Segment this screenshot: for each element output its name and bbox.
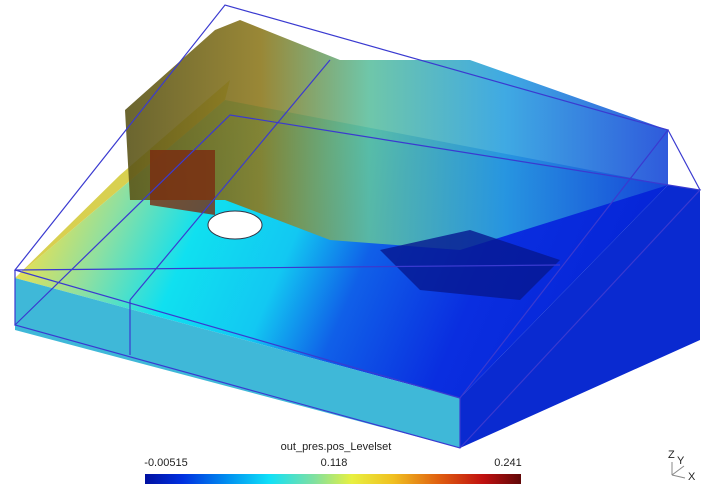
hot-region	[150, 150, 215, 215]
plate-front-right	[460, 185, 700, 448]
wireframe	[13, 4, 702, 449]
wake-region	[380, 230, 560, 300]
axis-label: Z	[668, 449, 675, 461]
cylinder	[207, 210, 263, 240]
axis-label: Y	[677, 455, 685, 467]
colorbar-label: -0.00515	[144, 457, 187, 469]
colorbar-title: out_pres.pos_Levelset	[281, 441, 392, 453]
wall-surface	[125, 20, 668, 250]
domain	[15, 20, 700, 448]
axis-label: X	[688, 471, 696, 483]
colorbar	[145, 474, 521, 484]
axes-triad: Z Y X	[668, 449, 696, 483]
colorbar-label: 0.241	[494, 457, 522, 469]
colorbar-label: 0.118	[321, 457, 348, 469]
plate-front-left	[15, 278, 460, 448]
